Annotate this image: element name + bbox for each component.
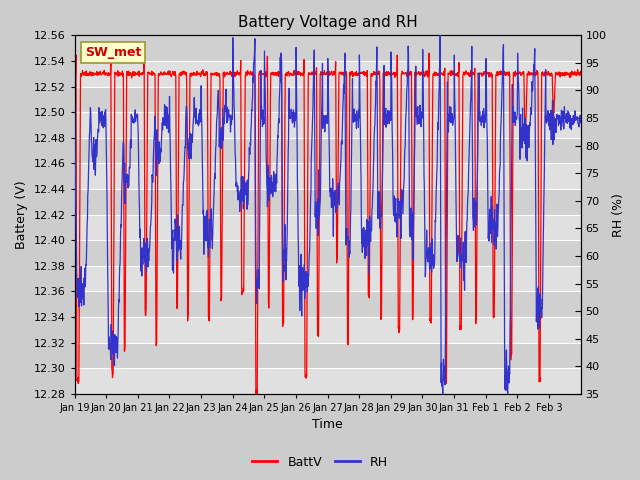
Bar [75,343,580,368]
Y-axis label: RH (%): RH (%) [612,192,625,237]
Legend: BattV, RH: BattV, RH [248,451,392,474]
Bar [75,112,580,138]
Bar [75,138,580,163]
Y-axis label: Battery (V): Battery (V) [15,180,28,249]
Title: Battery Voltage and RH: Battery Voltage and RH [237,15,417,30]
Bar [75,368,580,394]
Bar [75,86,580,112]
Bar [75,317,580,343]
Text: SW_met: SW_met [84,46,141,59]
X-axis label: Time: Time [312,419,343,432]
Bar [75,61,580,86]
Bar [75,215,580,240]
Bar [75,266,580,291]
Bar [75,189,580,215]
Bar [75,240,580,266]
Bar [75,36,580,61]
Bar [75,291,580,317]
Bar [75,163,580,189]
